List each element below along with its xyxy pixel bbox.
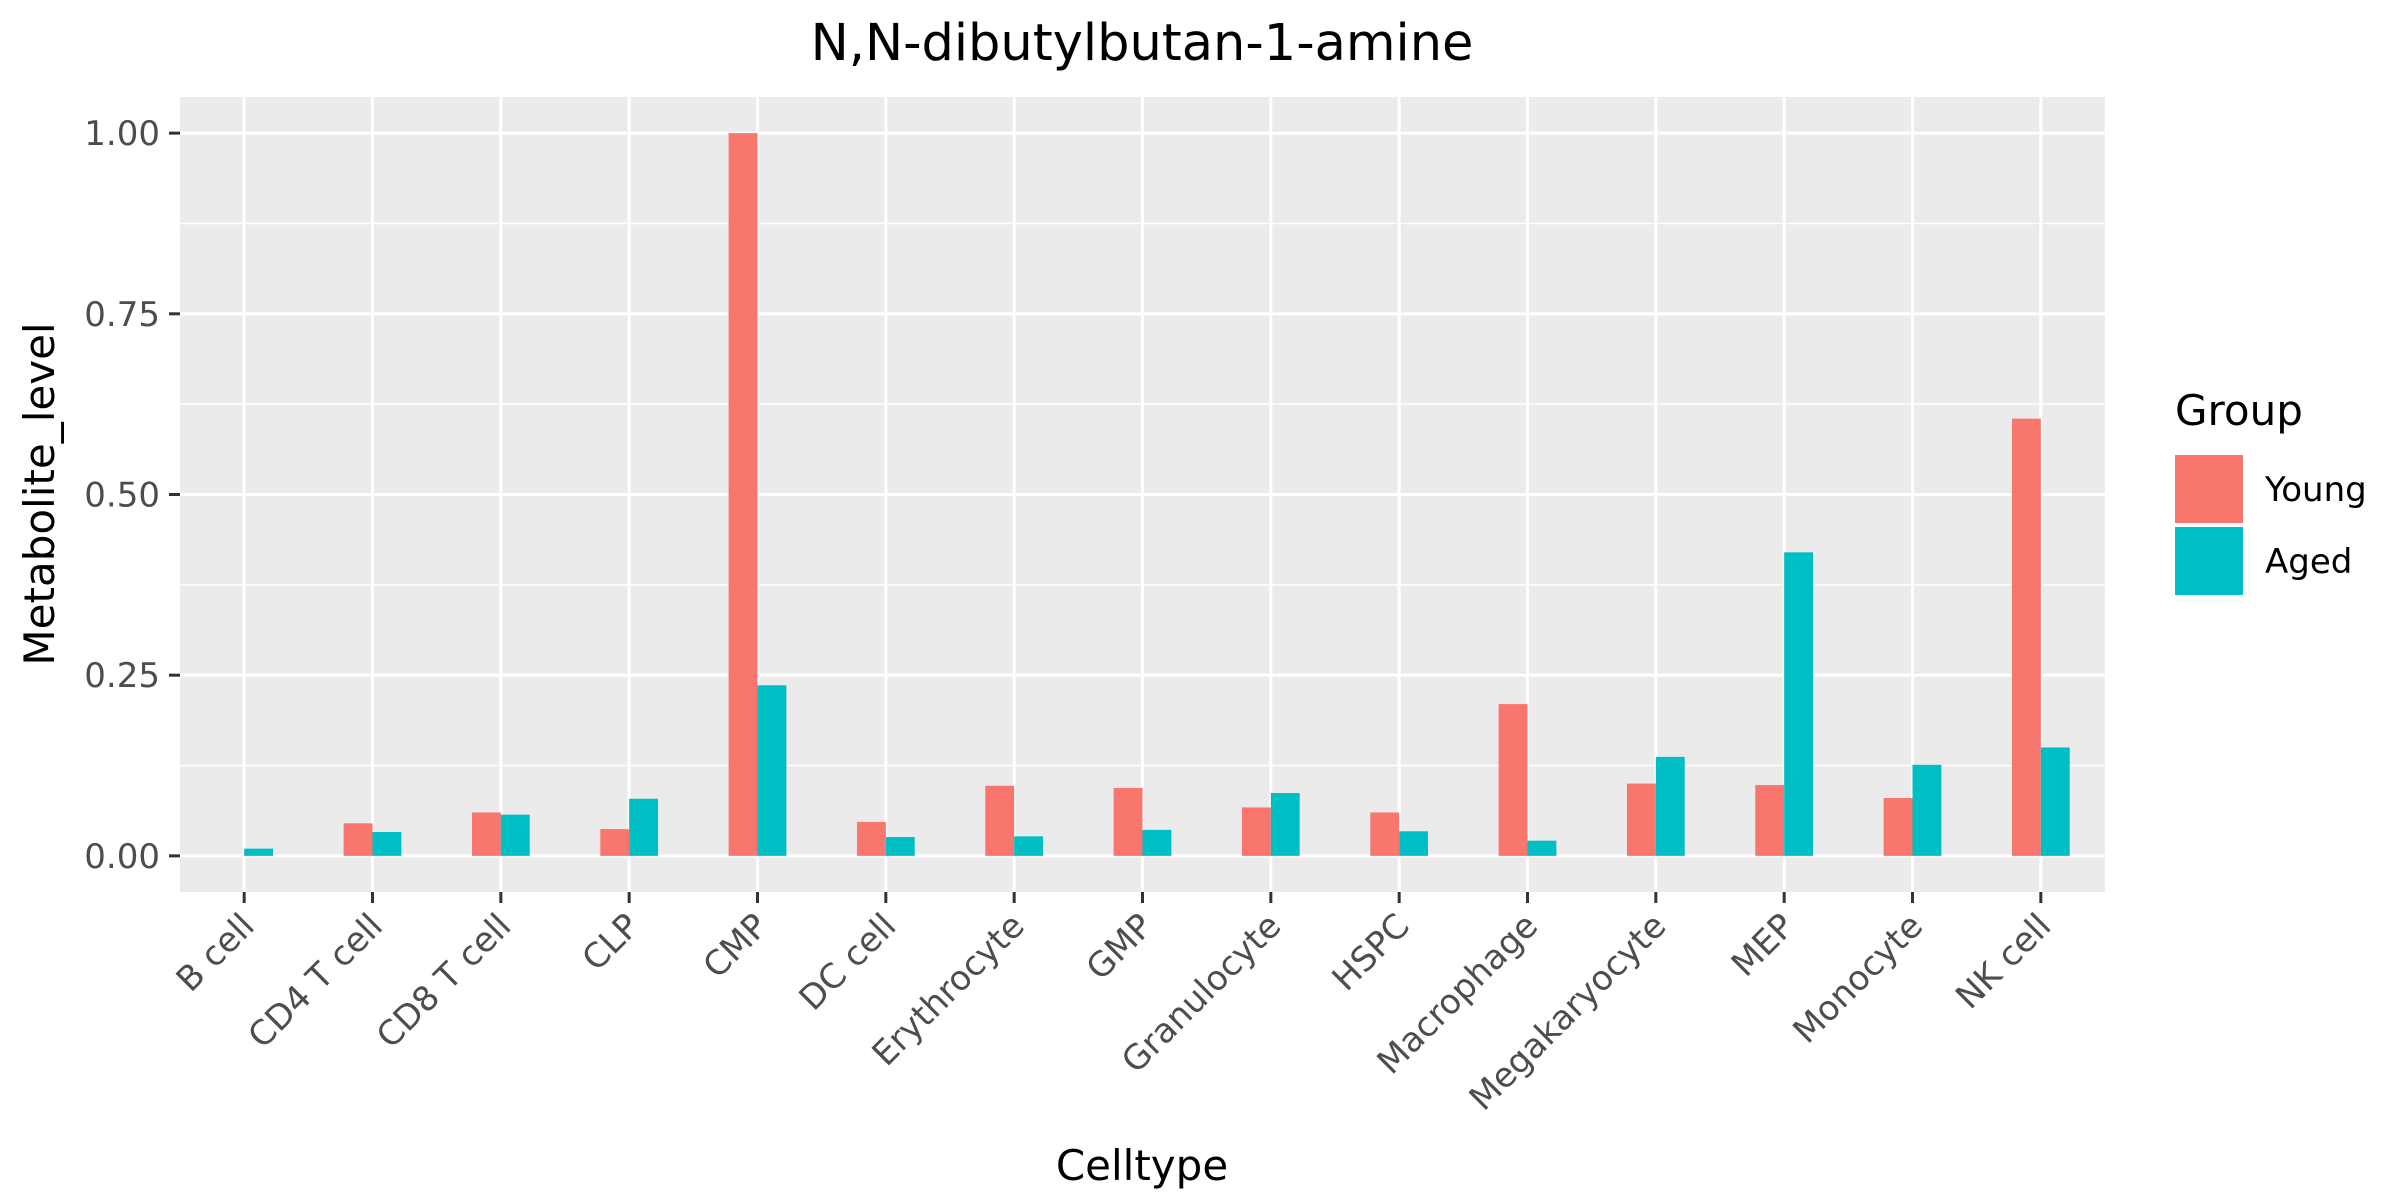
- bar-aged-10: [1527, 840, 1557, 856]
- bar-aged-11: [1655, 756, 1685, 856]
- bar-young-5: [856, 821, 886, 856]
- x-tick-label: CLP: [575, 906, 648, 979]
- bar-aged-12: [1784, 552, 1814, 856]
- bar-aged-8: [1270, 792, 1300, 856]
- bar-young-14: [2011, 418, 2041, 856]
- legend-label-aged: Aged: [2265, 542, 2352, 582]
- legend-key-aged: [2175, 527, 2243, 595]
- y-axis: 0.00 0.25 0.50 0.75 1.00: [84, 114, 180, 877]
- y-tick-label: 1.00: [84, 114, 160, 154]
- x-tick-label: B cell: [169, 906, 263, 1000]
- legend-label-young: Young: [2264, 470, 2367, 510]
- x-tick-label: CD4 T cell: [241, 906, 391, 1056]
- bar-young-6: [985, 785, 1015, 856]
- bar-young-7: [1113, 787, 1143, 856]
- x-tick-label: CMP: [696, 906, 776, 986]
- y-tick-label: 0.50: [84, 476, 160, 516]
- bar-aged-6: [1014, 836, 1044, 856]
- x-tick-label: CD8 T cell: [369, 906, 519, 1056]
- legend-title: Group: [2175, 386, 2303, 435]
- y-tick-label: 0.75: [84, 295, 160, 335]
- bar-aged-14: [2040, 747, 2070, 856]
- y-axis-title: Metabolite_level: [15, 322, 64, 665]
- bar-aged-5: [885, 837, 915, 856]
- x-tick-label: Monocyte: [1786, 906, 1931, 1051]
- legend-key-young: [2175, 455, 2243, 523]
- x-tick-label: MEP: [1724, 906, 1803, 985]
- bar-young-9: [1370, 812, 1400, 856]
- bar-young-13: [1883, 798, 1913, 856]
- bar-aged-9: [1399, 831, 1429, 856]
- bar-young-12: [1755, 785, 1785, 856]
- x-tick-label: NK cell: [1948, 906, 2059, 1017]
- bar-aged-3: [629, 798, 659, 856]
- chart-title: N,N-dibutylbutan-1-amine: [811, 14, 1474, 73]
- y-tick-label: 0.00: [84, 837, 160, 877]
- bar-aged-13: [1912, 764, 1942, 856]
- bar-aged-2: [500, 814, 530, 856]
- bar-young-4: [728, 133, 758, 856]
- bar-young-2: [471, 812, 501, 856]
- bar-young-8: [1241, 807, 1271, 856]
- y-tick-label: 0.25: [84, 656, 160, 696]
- x-tick-label: HSPC: [1325, 906, 1418, 999]
- bar-aged-4: [757, 685, 787, 856]
- x-tick-label: DC cell: [792, 906, 905, 1019]
- x-axis-title: Celltype: [1056, 1141, 1228, 1190]
- x-tick-label: GMP: [1079, 906, 1161, 988]
- bar-aged-0: [244, 848, 274, 856]
- bar-young-3: [600, 829, 630, 856]
- bar-aged-1: [372, 832, 402, 856]
- bar-young-1: [343, 823, 373, 856]
- bar-aged-7: [1142, 829, 1172, 856]
- bars: [244, 133, 2070, 856]
- bar-young-10: [1498, 704, 1528, 856]
- legend: Group Young Aged: [2175, 386, 2367, 595]
- bar-young-11: [1626, 783, 1656, 856]
